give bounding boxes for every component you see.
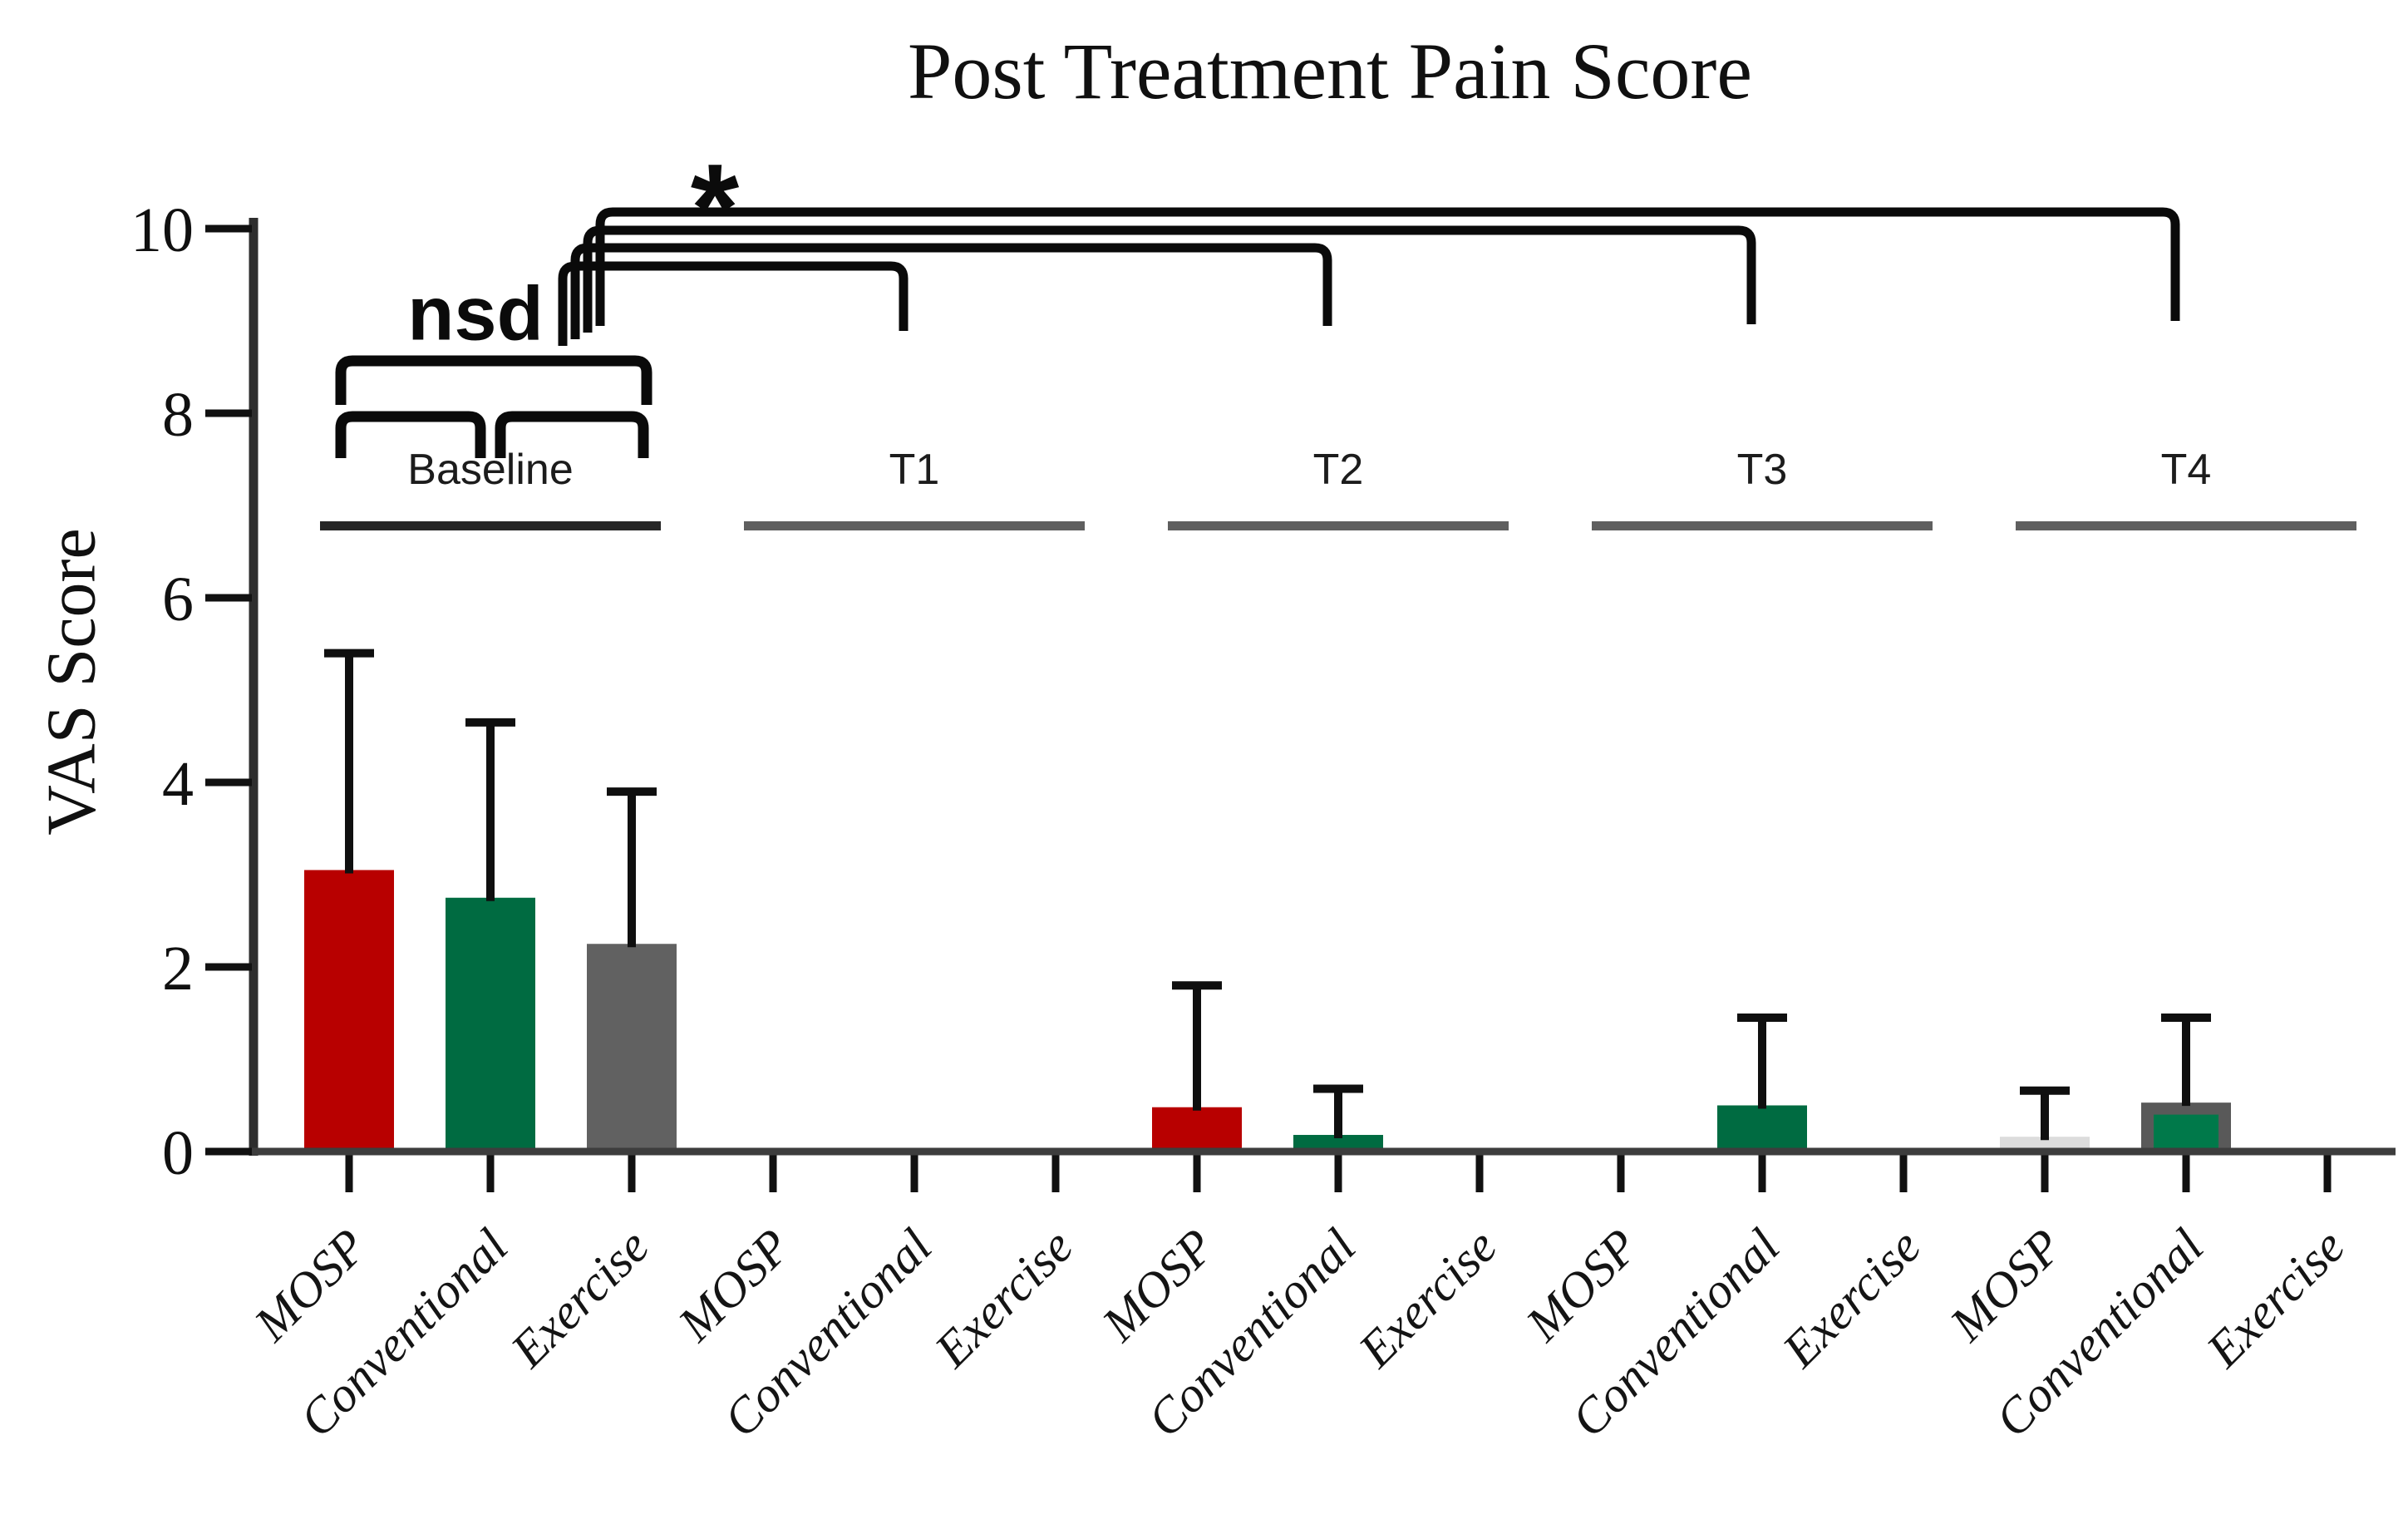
nsd-bracket-0 [335,355,652,405]
nsd-annotation: nsd [407,271,544,357]
nsd-bracket-1 [335,411,486,458]
bar-baseline-mosp [304,870,394,1152]
group-underline-baseline [320,521,661,530]
x-label-baseline-mosp: MOSP [244,1219,377,1352]
bar-overlay-t4-conventional [2154,1114,2218,1152]
y-tick-label-2: 2 [162,934,194,1004]
x-label-t3-mosp: MOSP [1515,1219,1648,1352]
y-tick-label-8: 8 [162,380,194,450]
y-axis-title: VAS Score [32,528,111,836]
sig-bracket-t1 [558,261,909,346]
group-underline-t4 [2016,521,2356,530]
group-underline-t3 [1592,521,1933,530]
x-label-t2-mosp: MOSP [1091,1219,1224,1352]
x-label-t1-mosp: MOSP [667,1219,800,1352]
sig-bracket-t3 [583,225,1756,333]
significance-asterisk: * [690,137,740,278]
bar-baseline-conventional [446,897,535,1152]
group-label-t2: T2 [1313,446,1364,494]
y-tick-label-6: 6 [162,565,194,634]
x-label-baseline-exercise: Exercise [500,1219,659,1379]
group-label-baseline: Baseline [407,446,573,494]
sig-bracket-t2 [570,243,1332,339]
group-label-t3: T3 [1737,446,1788,494]
x-label-t2-exercise: Exercise [1347,1219,1507,1379]
y-tick-label-4: 4 [162,749,194,819]
y-tick-label-0: 0 [162,1118,194,1188]
bar-baseline-exercise [587,944,677,1152]
bar-t3-conventional [1717,1105,1807,1152]
bar-t2-conventional [1293,1135,1383,1152]
x-label-t4-mosp: MOSP [1939,1219,2072,1352]
y-tick-label-10: 10 [130,195,194,265]
group-underline-t1 [744,521,1085,530]
chart-title: Post Treatment Pain Score [907,27,1753,116]
group-label-t4: T4 [2161,446,2212,494]
group-label-t1: T1 [889,446,940,494]
x-label-t4-exercise: Exercise [2195,1219,2355,1379]
nsd-bracket-2 [495,411,649,458]
x-label-t1-exercise: Exercise [923,1219,1083,1379]
x-label-t3-exercise: Exercise [1771,1219,1931,1379]
group-underline-t2 [1168,521,1509,530]
sig-bracket-t4 [595,207,2180,326]
bar-t2-mosp [1152,1107,1242,1152]
